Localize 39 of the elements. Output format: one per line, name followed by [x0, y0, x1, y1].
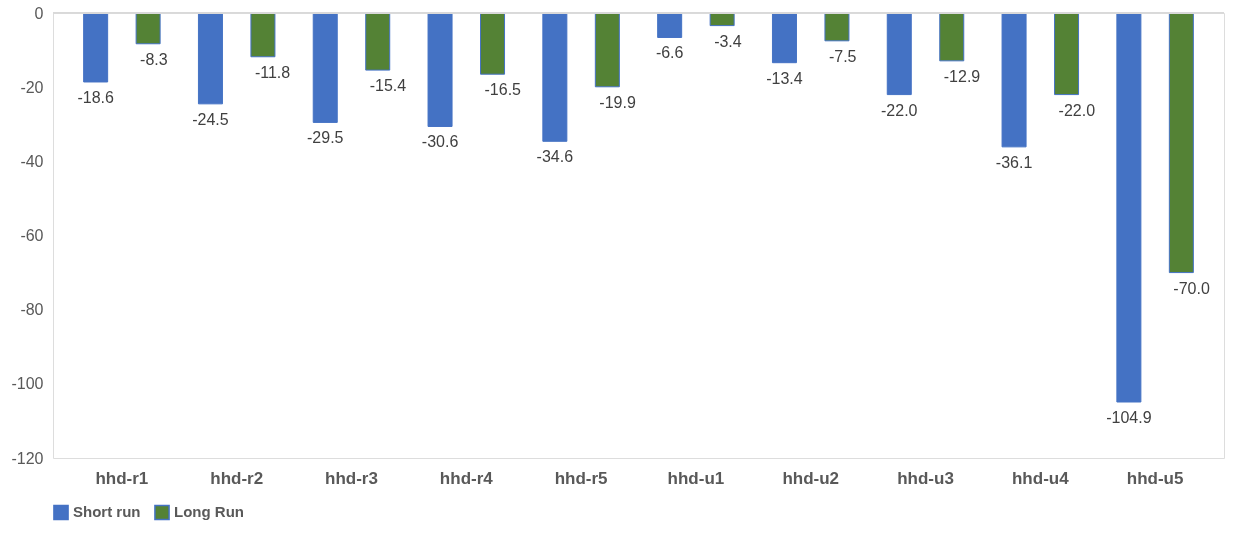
data-label: -24.5 — [192, 110, 229, 128]
x-tick-label: hhd-r3 — [325, 468, 378, 488]
y-tick-label: 0 — [34, 4, 44, 22]
data-label: -70.0 — [1173, 279, 1210, 297]
x-tick-label: hhd-r1 — [95, 468, 149, 488]
y-tick-label: -80 — [20, 301, 44, 319]
data-label: -29.5 — [307, 129, 344, 147]
data-label: -18.6 — [77, 88, 114, 106]
data-label: -19.9 — [599, 93, 636, 111]
data-label: -7.5 — [828, 47, 857, 65]
data-label: -22.0 — [881, 101, 918, 119]
data-label: -30.6 — [421, 133, 459, 151]
data-label: -34.6 — [536, 148, 574, 166]
y-tick-label: -120 — [11, 449, 44, 467]
data-label: -104.9 — [1106, 409, 1152, 426]
legend-label: Long Run — [174, 503, 244, 521]
x-tick-label: hhd-u2 — [782, 468, 840, 488]
data-label: -12.9 — [943, 67, 981, 85]
x-tick-label: hhd-r4 — [439, 468, 494, 488]
data-label: -6.6 — [655, 44, 684, 62]
x-tick-label: hhd-r5 — [554, 468, 608, 488]
legend-label: Short run — [73, 503, 141, 521]
data-label: -11.8 — [254, 63, 291, 81]
y-tick-label: -60 — [20, 227, 44, 244]
data-label: -36.1 — [995, 153, 1033, 171]
x-tick-label: hhd-r2 — [210, 468, 264, 488]
x-tick-label: hhd-u3 — [897, 468, 954, 488]
data-label: -16.5 — [484, 81, 522, 99]
y-tick-label: -100 — [11, 375, 44, 393]
y-tick-label: -40 — [20, 152, 44, 170]
data-label: -22.0 — [1058, 101, 1096, 119]
x-tick-label: hhd-u4 — [1011, 468, 1070, 488]
data-label: -13.4 — [766, 69, 803, 87]
data-label: -8.3 — [140, 50, 168, 68]
x-tick-label: hhd-u5 — [1126, 468, 1184, 488]
data-label: -3.4 — [714, 32, 742, 50]
x-tick-label: hhd-u1 — [667, 468, 725, 488]
data-label: -15.4 — [369, 77, 407, 95]
y-tick-label: -20 — [20, 78, 44, 96]
